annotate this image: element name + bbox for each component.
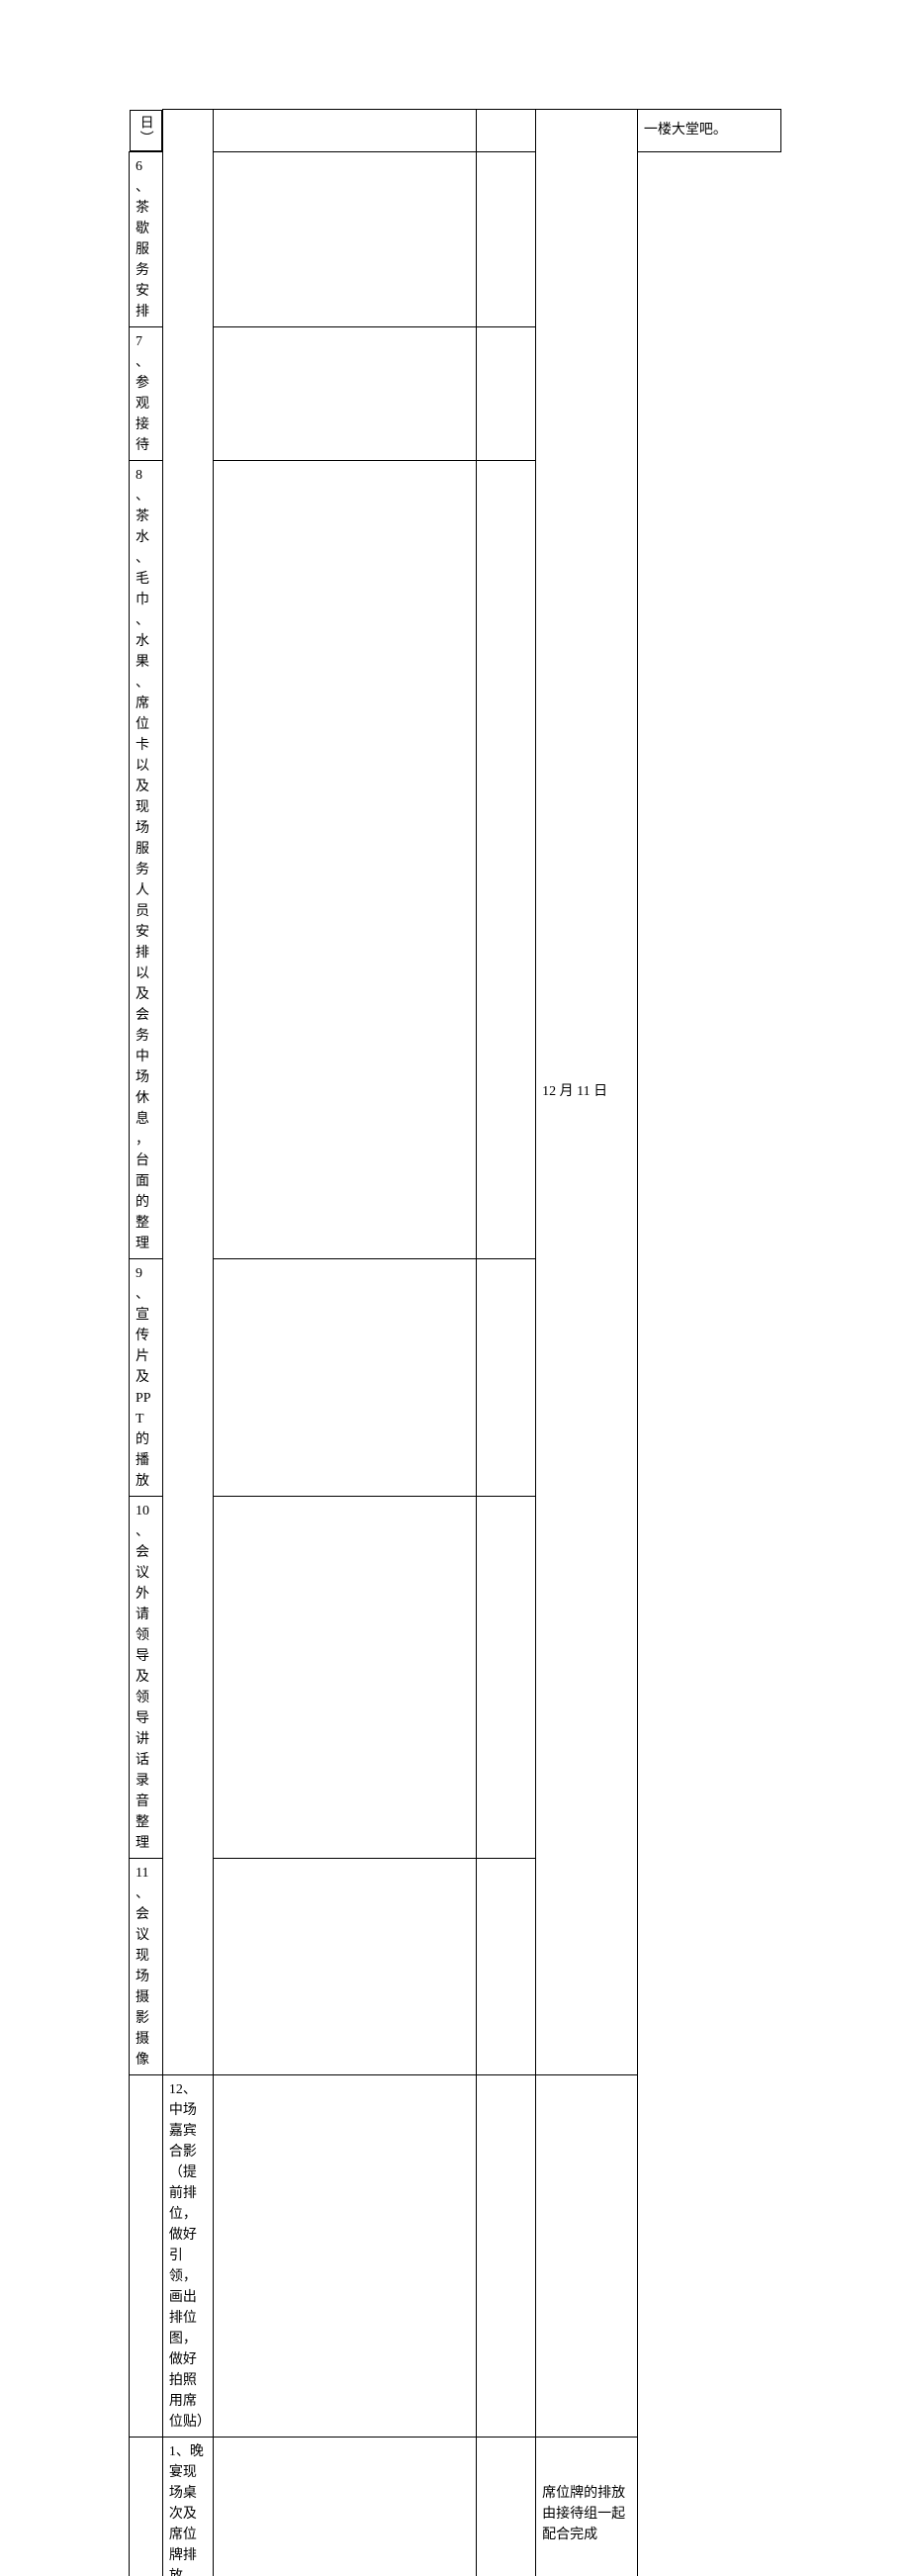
day1-label: 日︶: [136, 115, 156, 146]
note-empty: [476, 1258, 535, 1496]
blank-cell: [213, 1496, 476, 1858]
task-6: 6、茶歇服务安排: [130, 151, 163, 326]
cat-dinner: 晚宴安排: [130, 2437, 163, 2576]
note-empty: [476, 151, 535, 326]
blank-cell: [213, 2074, 476, 2437]
note-empty: [476, 460, 535, 1258]
note-empty: [476, 326, 535, 460]
day1-cell: 日︶: [130, 110, 162, 151]
blank-cell: [213, 460, 476, 1258]
date-1211-a: 12 月 11 日: [536, 110, 638, 2075]
blank-cell: [213, 2437, 476, 2576]
blank-cell: [213, 151, 476, 326]
task-10: 10、会议外请领导及领导讲话录音整理: [130, 1496, 163, 1858]
task-8: 8、茶水、毛巾、水果、席位卡以及现场服务人员安排以及会务中场休息，台面的整理: [130, 460, 163, 1258]
note-empty: [476, 1496, 535, 1858]
note-empty: [476, 1858, 535, 2074]
date-empty: [476, 2074, 535, 2437]
task-7: 7、参观接待: [130, 326, 163, 460]
task-12: 12、中场嘉宾合影（提前排位，做好引领，画出排位图，做好拍照用席位贴）: [162, 2074, 213, 2437]
task-cell: [213, 110, 476, 152]
cat-prev-empty: [162, 110, 213, 2075]
task-dinner1: 1、晚宴现场桌次及席位牌排放: [162, 2437, 213, 2576]
date-1211-b: 12 月 11 日: [476, 2437, 535, 2576]
note-empty: [536, 2074, 638, 2437]
blank-cell: [476, 110, 535, 152]
note-lobby: 一楼大堂吧。: [637, 110, 780, 152]
blank-cell: [213, 326, 476, 460]
blank-cell: [213, 1258, 476, 1496]
note-seatcard: 席位牌的排放由接待组一起配合完成: [536, 2437, 638, 2576]
task-11: 11、会议现场摄影摄像: [130, 1858, 163, 2074]
blank-cell: [213, 1858, 476, 2074]
task-9: 9、宣传片及 PPT 的播放: [130, 1258, 163, 1496]
cat-empty-t12: [130, 2074, 163, 2437]
schedule-table: 日︶ 12 月 11 日 一楼大堂吧。 6、茶歇服务安排 7、参观接待 8、茶水…: [129, 109, 781, 2576]
